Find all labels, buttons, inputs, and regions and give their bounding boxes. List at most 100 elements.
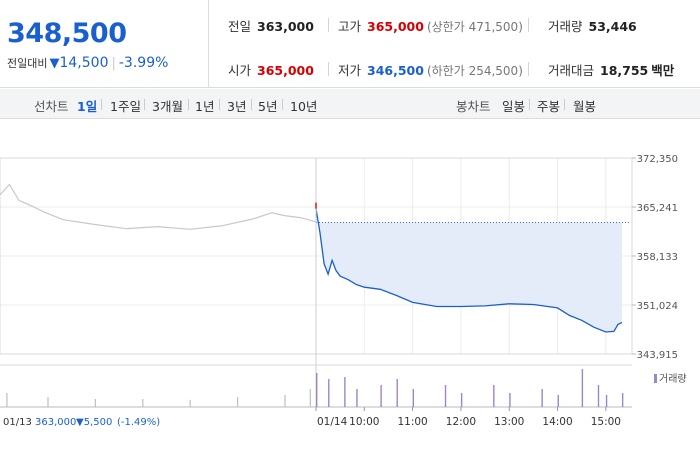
divider — [188, 99, 189, 110]
quote-header: 348,500 전일대비 ▼14,500 | -3.99% 전일 363,000 고가 3… — [0, 0, 700, 88]
stat-value: 365,000 — [367, 19, 424, 34]
period-1y-button[interactable]: 1년 — [195, 99, 215, 114]
y-tick-label: 372,350 — [637, 154, 678, 165]
stat-open: 시가 365,000 — [228, 60, 314, 79]
prev-day-series-line — [0, 183, 317, 230]
divider — [328, 62, 329, 76]
stat-label: 거래량 — [548, 19, 583, 34]
y-axis-ticks: 372,350 365,241 358,133 351,024 343,915 — [632, 154, 678, 361]
volume-bar — [380, 385, 382, 407]
volume-bar — [47, 397, 49, 407]
change-row: 전일대비 ▼14,500 | -3.99% — [7, 55, 168, 71]
divider: | — [111, 56, 116, 71]
y-tick-label: 343,915 — [637, 350, 678, 361]
stat-label: 거래대금 — [548, 63, 595, 78]
stat-value: 346,500 — [367, 63, 424, 78]
stat-prev-close: 전일 363,000 — [228, 16, 314, 35]
candle-monthly-button[interactable]: 월봉 — [573, 99, 597, 114]
volume-bar — [6, 393, 8, 407]
x-axis-ticks: 01/14 10:00 11:00 12:00 13:00 14:00 15:00 — [315, 407, 621, 428]
volume-bar — [460, 393, 463, 407]
period-1d-button[interactable]: 1일 — [77, 99, 98, 114]
volume-bars — [6, 369, 624, 407]
volume-bar — [237, 397, 239, 407]
volume-bar — [605, 395, 608, 407]
stat-value: 365,000 — [257, 63, 314, 78]
stat-low: 저가 346,500 (하한가 254,500) — [338, 60, 523, 79]
volume-bar — [189, 399, 191, 407]
price-box: 348,500 전일대비 ▼14,500 | -3.99% — [0, 0, 209, 88]
volume-bar — [284, 395, 286, 407]
divider — [282, 99, 283, 110]
stat-label: 시가 — [228, 63, 252, 78]
volume-bar — [412, 389, 415, 407]
stat-label: 고가 — [338, 19, 362, 34]
volume-legend-label: 거래량 — [659, 373, 687, 385]
change-label: 전일대비 — [7, 57, 48, 70]
divider — [528, 62, 529, 76]
y-tick-label: 358,133 — [637, 252, 678, 263]
x-tick-label: 12:00 — [446, 416, 476, 428]
divider — [529, 99, 530, 110]
volume-bar — [344, 377, 346, 407]
volume-bar — [541, 389, 543, 407]
stat-value: 363,000 — [257, 19, 314, 34]
y-tick-label: 365,241 — [637, 203, 678, 214]
prev-day-close: 363,000 — [35, 417, 76, 428]
volume-bar — [328, 379, 330, 407]
volume-bar — [581, 369, 584, 407]
volume-bar — [142, 399, 144, 407]
stat-value: 53,446 — [588, 19, 637, 34]
divider — [219, 99, 220, 110]
divider — [528, 18, 529, 32]
divider — [328, 18, 329, 32]
divider — [144, 99, 145, 110]
stat-value: 18,755 — [600, 63, 649, 78]
x-tick-label: 15:00 — [591, 416, 621, 428]
volume-bar — [396, 379, 398, 407]
x-tick-label: 01/14 — [317, 416, 348, 428]
stat-turnover: 거래대금 18,755 백만 — [548, 60, 674, 79]
legend-swatch — [654, 374, 657, 383]
prev-day-percent: (-1.49%) — [117, 417, 160, 428]
volume-bar — [557, 395, 559, 407]
volume-bar — [444, 385, 447, 407]
current-price: 348,500 — [7, 18, 127, 49]
volume-legend: 거래량 — [654, 373, 687, 385]
divider — [564, 99, 565, 110]
divider — [251, 99, 252, 110]
lower-limit: (하한가 254,500) — [426, 64, 523, 78]
period-1w-button[interactable]: 1주일 — [110, 99, 141, 114]
prev-day-date: 01/13 — [3, 417, 32, 428]
x-tick-label: 14:00 — [542, 416, 572, 428]
down-arrow-icon: ▼ — [49, 56, 60, 71]
line-chart-label: 선차트 — [34, 99, 69, 114]
stat-label: 저가 — [338, 63, 362, 78]
period-3y-button[interactable]: 3년 — [227, 99, 247, 114]
period-toolbar: 선차트 1일 1주일 3개월 1년 3년 5년 10년 봉차트 일봉 주봉 월봉 — [0, 89, 700, 119]
candle-weekly-button[interactable]: 주봉 — [537, 99, 561, 114]
period-3m-button[interactable]: 3개월 — [152, 99, 183, 114]
prev-day-change: ▼5,500 — [76, 417, 112, 428]
below-prev-close-fill — [316, 208, 622, 332]
today-series-line — [315, 208, 623, 333]
volume-bar — [309, 389, 311, 407]
volume-bar — [597, 385, 600, 407]
prev-day-summary: 01/13 363,000 ▼5,500 (-1.49%) — [3, 417, 160, 428]
change-value: 14,500 — [59, 55, 109, 71]
volume-bar — [316, 373, 318, 407]
change-percent: -3.99% — [118, 55, 169, 71]
x-tick-label: 10:00 — [349, 416, 379, 428]
volume-bar — [356, 389, 358, 407]
divider — [101, 99, 102, 110]
volume-bar — [509, 393, 511, 407]
stat-volume: 거래량 53,446 — [548, 16, 637, 35]
y-tick-label: 351,024 — [637, 301, 678, 312]
stat-high: 고가 365,000 (상한가 471,500) — [338, 16, 523, 35]
volume-bar — [493, 385, 495, 407]
period-10y-button[interactable]: 10년 — [290, 99, 318, 114]
x-tick-label: 13:00 — [494, 416, 524, 428]
candle-daily-button[interactable]: 일봉 — [502, 99, 526, 114]
period-5y-button[interactable]: 5년 — [258, 99, 278, 114]
